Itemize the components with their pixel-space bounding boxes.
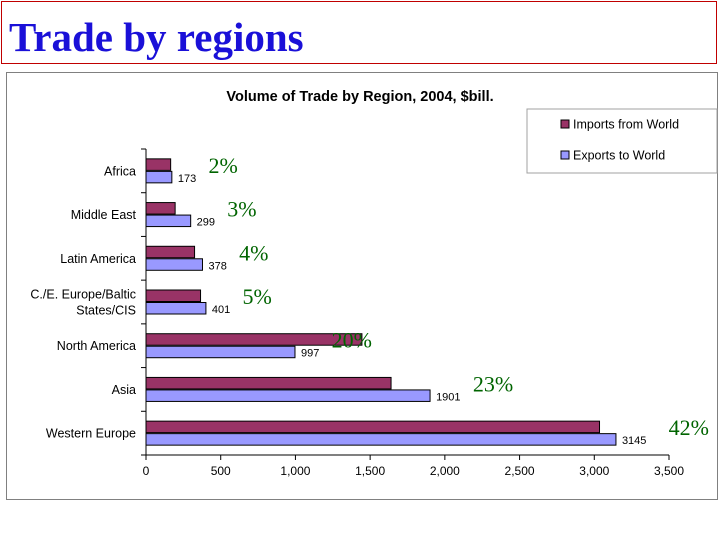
exports-bar (145, 214, 192, 228)
exports-bar (145, 258, 203, 271)
category-label-line: Latin America (60, 252, 136, 266)
legend-swatch (560, 119, 570, 129)
share-label: 23% (473, 371, 513, 396)
exports-bar (145, 170, 173, 184)
exports-bar (145, 389, 431, 402)
imports-bar (145, 158, 172, 171)
data-label: 173 (178, 173, 196, 185)
exports-bar (145, 345, 296, 359)
data-label: 401 (212, 304, 230, 316)
x-tick-label: 500 (211, 464, 231, 478)
x-tick-label: 1,500 (355, 464, 385, 478)
x-tick-label: 3,500 (654, 464, 684, 478)
exports-bar (145, 433, 617, 446)
legend-label: Exports to World (573, 149, 665, 163)
data-label: 3145 (622, 435, 646, 447)
imports-bar (145, 202, 176, 215)
legend-swatch (560, 150, 570, 160)
category-label: Africa (104, 164, 136, 178)
chart-title: Volume of Trade by Region, 2004, $bill. (226, 89, 493, 105)
x-tick-label: 1,000 (280, 464, 310, 478)
slide-title-box: Trade by regions (1, 1, 717, 64)
chart-legend: Imports from World Exports to World (526, 108, 718, 174)
slide-title: Trade by regions (9, 14, 304, 60)
x-tick-label: 2,000 (430, 464, 460, 478)
imports-bar (145, 420, 601, 434)
data-label: 378 (208, 260, 226, 272)
x-tick-label: 3,000 (579, 464, 609, 478)
x-tick-label: 0 (143, 464, 150, 478)
x-tick-label: 2,500 (505, 464, 535, 478)
category-label: North America (57, 339, 136, 353)
legend-label: Imports from World (573, 118, 679, 132)
category-label: Latin America (60, 252, 136, 266)
category-label-line: North America (57, 339, 136, 353)
category-label-line: C./E. Europe/Baltic (30, 288, 136, 302)
data-label: 299 (197, 217, 215, 229)
category-label: C./E. Europe/Baltic States/CIS (30, 288, 136, 318)
category-label-line: Asia (112, 383, 136, 397)
imports-bar (145, 333, 363, 346)
share-label: 3% (227, 197, 256, 222)
imports-bar (145, 245, 196, 259)
category-label-line: Middle East (71, 208, 137, 222)
category-label: Asia (112, 383, 136, 397)
share-label: 2% (208, 153, 237, 178)
data-label: 997 (301, 348, 319, 360)
category-label-line: Africa (104, 164, 136, 178)
legend-box (526, 108, 718, 174)
category-label-line: Western Europe (46, 427, 136, 441)
category-label: Middle East (71, 208, 137, 222)
share-label: 5% (243, 284, 272, 309)
imports-bar (145, 376, 392, 390)
share-label: 42% (669, 415, 709, 440)
share-label: 20% (332, 328, 372, 353)
data-label: 1901 (436, 391, 460, 403)
exports-bar (145, 302, 207, 315)
share-label: 4% (239, 240, 268, 265)
imports-bar (145, 289, 202, 302)
category-label-line: States/CIS (76, 304, 136, 318)
category-label: Western Europe (46, 427, 136, 441)
plot-area: 0 500 1,000 1,500 2,000 2,500 3,000 3,500 173 Afr… (30, 148, 709, 478)
